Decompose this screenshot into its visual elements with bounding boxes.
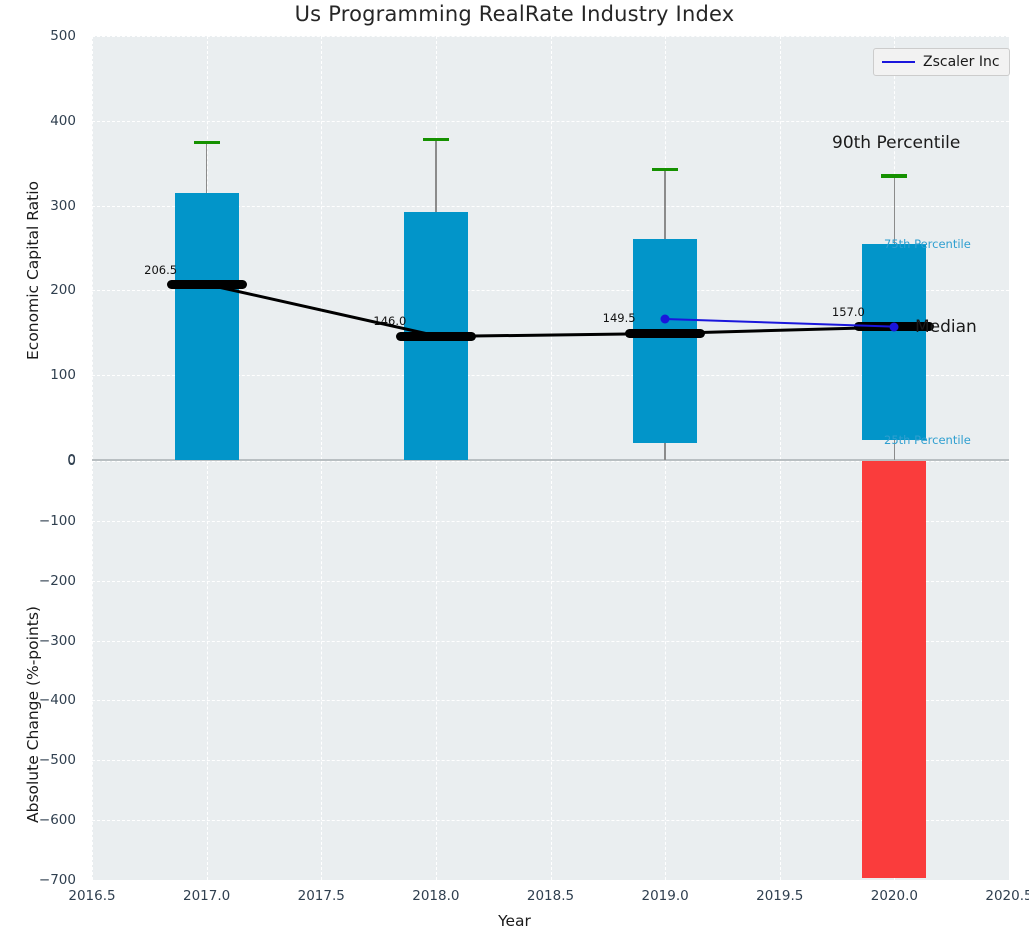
- bottom-panel-y-axis-label: Absolute Change (%-points): [24, 606, 42, 823]
- gridline-vertical: [92, 36, 93, 460]
- percentile-90-cap: [881, 174, 908, 178]
- x-tick-label: 2020.0: [870, 888, 918, 904]
- x-tick-label: 2020.5: [985, 888, 1029, 904]
- absolute-change-bar: [862, 461, 927, 879]
- y-tick-label: 300: [50, 197, 76, 214]
- percentile-90-cap: [193, 141, 220, 145]
- gridline-vertical: [321, 461, 323, 880]
- legend[interactable]: Zscaler Inc: [873, 48, 1010, 76]
- y-tick-label: 400: [50, 112, 76, 129]
- median-value-label: 206.5: [144, 262, 178, 277]
- y-tick-label: −600: [38, 812, 76, 829]
- panel-divider-zero-axis: [92, 459, 1009, 461]
- chart-title: Us Programming RealRate Industry Index: [294, 2, 735, 26]
- percentile-90-cap: [422, 137, 449, 142]
- iqr-box: [633, 238, 698, 444]
- gridline-vertical: [665, 461, 667, 880]
- annotation-25th-percentile: 25th Percentile: [884, 432, 971, 447]
- bottom-panel-plot-area: [92, 461, 1009, 880]
- x-tick-label: 2018.0: [412, 888, 460, 904]
- y-tick-label: −100: [38, 512, 76, 529]
- y-tick-label: −400: [38, 692, 76, 709]
- iqr-box: [174, 192, 239, 460]
- gridline-vertical: [779, 461, 781, 880]
- x-tick-label: 2017.0: [183, 888, 231, 904]
- y-tick-label: −700: [38, 872, 76, 888]
- x-tick-label: 2019.0: [641, 888, 689, 904]
- x-tick-label: 2016.5: [68, 888, 116, 904]
- x-tick-label: 2017.5: [297, 888, 345, 904]
- x-tick-label: 2019.5: [756, 888, 804, 904]
- gridline-vertical: [206, 461, 208, 880]
- x-axis-label: Year: [498, 912, 531, 930]
- legend-line-swatch-zscaler-inc: [882, 60, 915, 64]
- gridline-vertical: [435, 461, 437, 880]
- y-tick-label: 500: [50, 28, 76, 44]
- gridline-vertical: [550, 36, 552, 460]
- y-tick-label: 200: [50, 282, 76, 299]
- annotation-75th-percentile: 75th Percentile: [884, 236, 971, 251]
- company-series-marker: [889, 322, 899, 332]
- gridline-vertical: [321, 36, 323, 460]
- median-value-label: 149.5: [602, 311, 636, 326]
- iqr-box: [862, 243, 927, 440]
- annotation-90th-percentile: 90th Percentile: [832, 132, 961, 153]
- y-tick-label: 100: [50, 367, 76, 384]
- gridline-vertical: [550, 461, 552, 880]
- median-value-label: 157.0: [831, 304, 865, 319]
- y-tick-label: 0: [67, 453, 76, 469]
- percentile-90-cap: [652, 167, 679, 171]
- top-panel-y-axis-label: Economic Capital Ratio: [24, 180, 42, 360]
- y-tick-label: −500: [38, 752, 76, 769]
- annotation-median: Median: [915, 316, 977, 337]
- legend-label-zscaler-inc: Zscaler Inc: [923, 54, 1000, 70]
- company-series-marker: [660, 314, 670, 324]
- gridline-vertical: [92, 461, 93, 880]
- y-tick-label: −200: [38, 572, 76, 589]
- y-tick-label: 0: [67, 452, 76, 468]
- y-tick-label: −300: [38, 632, 76, 649]
- x-tick-label: 2018.5: [526, 888, 575, 904]
- gridline-vertical: [779, 36, 781, 460]
